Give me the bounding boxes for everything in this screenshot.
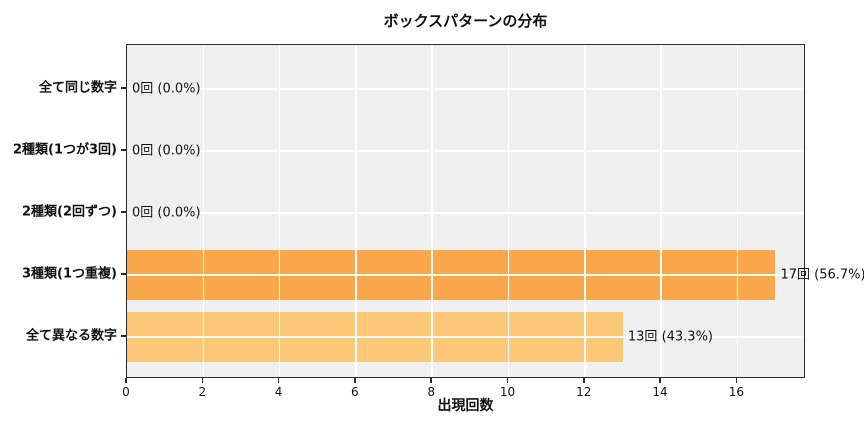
x-tick xyxy=(735,378,738,383)
x-tick-label: 14 xyxy=(652,385,668,399)
x-tick-label: 10 xyxy=(499,385,516,399)
y-axis-category-label: 全て異なる数字 xyxy=(25,328,117,344)
x-tick-label: 8 xyxy=(427,385,435,399)
bar-value-label: 0回 (0.0%) xyxy=(132,205,201,221)
chart-title: ボックスパターンの分布 xyxy=(383,12,548,30)
gridline xyxy=(127,274,804,276)
y-tick xyxy=(121,273,126,275)
x-tick xyxy=(277,378,280,383)
bar-value-label: 17回 (56.7%) xyxy=(780,267,864,283)
gridline xyxy=(431,45,433,377)
x-tick-label: 2 xyxy=(198,385,207,399)
y-axis-category-label: 2種類(1つが3回) xyxy=(12,142,117,158)
y-axis-category-label: 2種類(2回ずつ) xyxy=(22,204,117,220)
x-tick-label: 6 xyxy=(351,385,359,399)
y-tick xyxy=(121,87,126,89)
y-axis-category-label: 全て同じ数字 xyxy=(38,80,117,96)
gridline xyxy=(660,45,662,377)
x-tick xyxy=(506,378,509,383)
x-axis-label: 出現回数 xyxy=(437,398,494,414)
bar-value-label: 0回 (0.0%) xyxy=(132,81,201,97)
gridline xyxy=(355,45,357,377)
gridline xyxy=(736,45,739,377)
bar-value-label: 13回 (43.3%) xyxy=(627,329,714,345)
gridline xyxy=(202,45,205,377)
x-tick xyxy=(430,378,432,383)
x-tick-label: 4 xyxy=(274,385,283,399)
gridline xyxy=(127,150,804,152)
y-tick xyxy=(121,211,126,213)
x-tick-label: 12 xyxy=(576,385,592,399)
x-tick-label: 16 xyxy=(728,385,744,399)
x-tick xyxy=(659,378,661,383)
gridline xyxy=(278,45,281,377)
gridline xyxy=(127,88,804,90)
gridline xyxy=(584,45,586,377)
x-tick xyxy=(125,378,127,383)
x-tick xyxy=(201,378,204,383)
y-axis-category-label: 3種類(1つ重複) xyxy=(22,266,117,282)
gridline xyxy=(127,212,804,214)
gridline xyxy=(127,336,804,338)
x-tick xyxy=(583,378,585,383)
gridline xyxy=(507,45,510,377)
x-tick-label: 0 xyxy=(122,385,130,399)
bar-value-label: 0回 (0.0%) xyxy=(132,143,201,159)
plot-area: 0回 (0.0%) 0回 (0.0%) 0回 (0.0%) 17回 (56.7%) 13… xyxy=(126,44,864,378)
y-tick xyxy=(121,149,126,151)
y-tick xyxy=(121,335,126,337)
x-tick xyxy=(354,378,356,383)
